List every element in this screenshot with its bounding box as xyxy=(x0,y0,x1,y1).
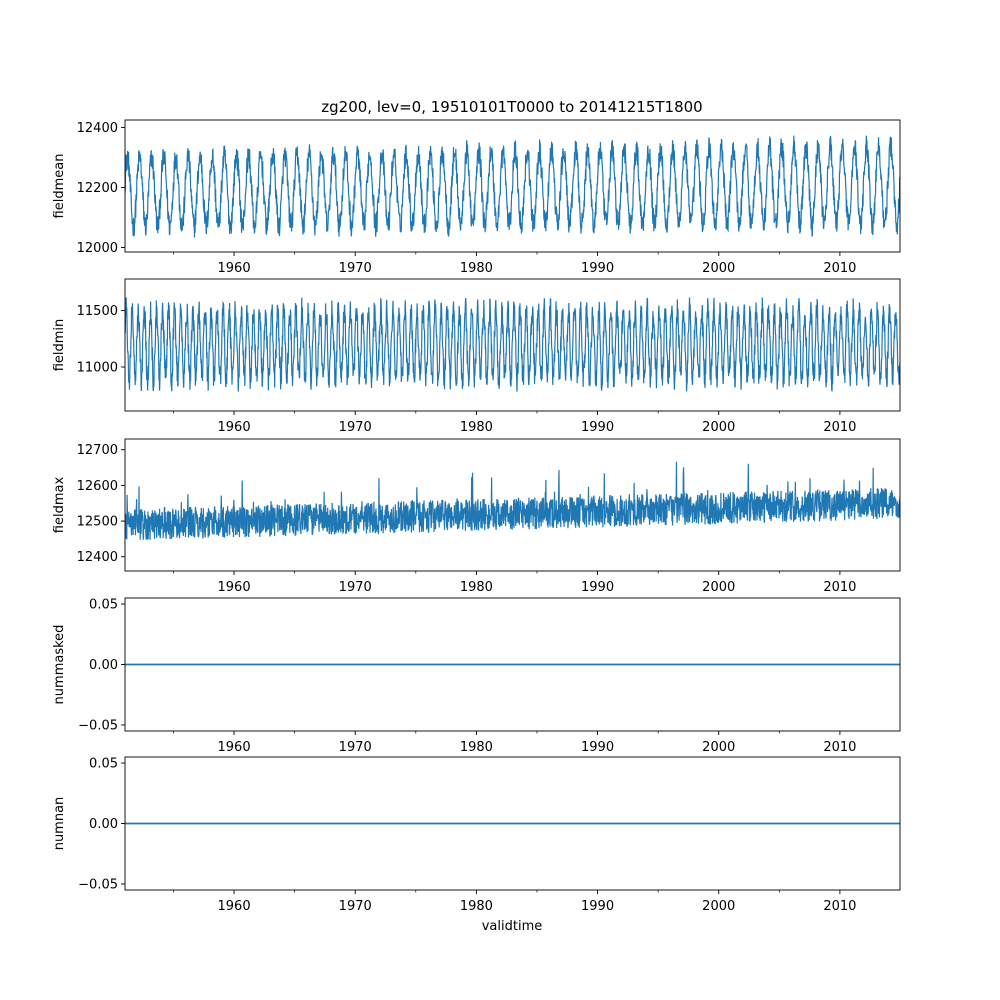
y-axis-label: numnan xyxy=(52,797,67,851)
x-tick-label: 2000 xyxy=(702,580,735,595)
y-tick-label: 11500 xyxy=(77,304,118,319)
x-tick-label: 2000 xyxy=(702,261,735,276)
series-line-fieldmax xyxy=(125,461,900,541)
panel-nummasked: −0.05 0.00 0.05 1960 1970 1980 1990 2000 2010 num… xyxy=(52,598,901,755)
axes-frame xyxy=(124,438,901,572)
y-tick-label: 0.00 xyxy=(89,817,118,832)
x-tick-label: 1990 xyxy=(581,261,614,276)
x-tick-label: 1960 xyxy=(218,580,251,595)
y-tick-label: 11000 xyxy=(77,361,118,376)
x-tick-label: 2000 xyxy=(702,420,735,435)
x-tick-label: 2000 xyxy=(702,899,735,914)
x-axis-label: validtime xyxy=(482,919,543,934)
x-tick-label: 1990 xyxy=(581,420,614,435)
x-tick-label: 1970 xyxy=(339,740,372,755)
y-tick-label: 12400 xyxy=(77,550,118,565)
y-tick-label: 12500 xyxy=(77,515,118,530)
y-tick-label: −0.05 xyxy=(78,718,118,733)
panels: 12000 12200 12400 1960 1970 1980 1990 2000 2010 f… xyxy=(52,119,901,914)
x-tick-label: 1960 xyxy=(218,420,251,435)
x-tick-label: 1970 xyxy=(339,580,372,595)
y-tick-label: 12000 xyxy=(77,241,118,256)
x-tick-label: 1990 xyxy=(581,740,614,755)
x-tick-label: 1990 xyxy=(581,580,614,595)
x-tick-label: 2010 xyxy=(823,261,856,276)
x-tick-label: 1960 xyxy=(218,899,251,914)
x-tick-label: 1980 xyxy=(460,740,493,755)
y-tick-label: 0.05 xyxy=(89,757,118,772)
y-axis-label: nummasked xyxy=(52,625,67,705)
series-line-fieldmean xyxy=(125,135,900,238)
series-line-fieldmin xyxy=(125,297,900,392)
chart-title: zg200, lev=0, 19510101T0000 to 20141215T… xyxy=(321,98,702,116)
y-axis-label: fieldmean xyxy=(52,154,67,219)
x-tick-label: 1980 xyxy=(460,420,493,435)
x-tick-label: 1960 xyxy=(218,740,251,755)
y-axis-label: fieldmin xyxy=(52,319,67,372)
y-tick-label: 12400 xyxy=(77,121,118,136)
x-tick-label: 2000 xyxy=(702,740,735,755)
x-tick-label: 1980 xyxy=(460,261,493,276)
axes-frame xyxy=(124,278,901,412)
y-tick-label: 0.00 xyxy=(89,658,118,673)
axes-frame xyxy=(124,119,901,253)
x-tick-label: 1970 xyxy=(339,420,372,435)
x-tick-label: 1960 xyxy=(218,261,251,276)
y-tick-label: −0.05 xyxy=(78,877,118,892)
y-tick-label: 12200 xyxy=(77,181,118,196)
x-tick-label: 1970 xyxy=(339,261,372,276)
x-tick-label: 2010 xyxy=(823,740,856,755)
panel-numnan: −0.05 0.00 0.05 1960 1970 1980 1990 2000 2010 num… xyxy=(52,757,901,914)
x-tick-label: 1980 xyxy=(460,899,493,914)
x-tick-label: 1980 xyxy=(460,580,493,595)
panel-fieldmax: 12400 12500 12600 12700 1960 1970 1980 1990 2000… xyxy=(52,438,901,595)
panel-fieldmin: 11000 11500 1960 1970 1980 1990 2000 2010 fieldm… xyxy=(52,278,901,435)
y-tick-label: 12700 xyxy=(77,443,118,458)
y-axis-label: fieldmax xyxy=(52,477,67,534)
x-tick-label: 1970 xyxy=(339,899,372,914)
panel-fieldmean: 12000 12200 12400 1960 1970 1980 1990 2000 2010 f… xyxy=(52,119,901,276)
x-tick-label: 2010 xyxy=(823,899,856,914)
x-tick-label: 2010 xyxy=(823,580,856,595)
y-tick-label: 0.05 xyxy=(89,598,118,613)
x-tick-label: 1990 xyxy=(581,899,614,914)
y-tick-label: 12600 xyxy=(77,479,118,494)
x-tick-label: 2010 xyxy=(823,420,856,435)
